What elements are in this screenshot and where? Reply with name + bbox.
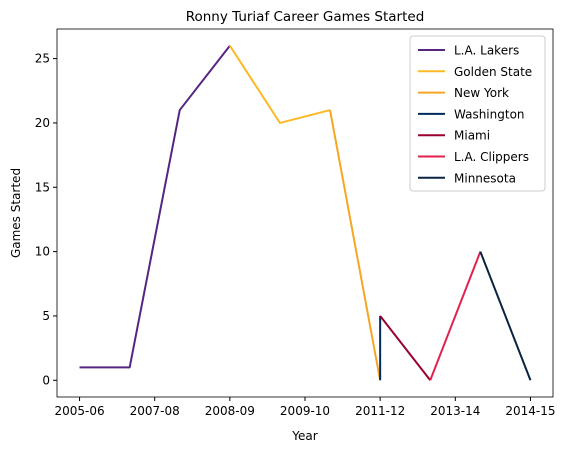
y-tick-label: 25 [35,52,50,66]
x-tick-label: 2007-08 [130,404,180,418]
legend-label: Minnesota [454,171,516,185]
y-tick-label: 20 [35,116,50,130]
y-tick-label: 10 [35,245,50,259]
x-tick-label: 2013-14 [430,404,480,418]
x-tick-label: 2005-06 [54,404,104,418]
y-tick-label: 5 [42,309,50,323]
y-tick-label: 0 [42,373,50,387]
x-tick-label: 2011-12 [355,404,405,418]
x-axis-label: Year [291,429,317,443]
legend-label: New York [454,86,509,100]
series-line [229,45,331,124]
series-line [429,251,482,381]
series-line [379,315,432,381]
x-tick-label: 2009-10 [280,404,330,418]
x-tick-label: 2014-15 [505,404,555,418]
legend-label: L.A. Clippers [454,150,529,164]
chart-title: Ronny Turiaf Career Games Started [186,9,425,25]
x-tick-label: 2008-09 [205,404,255,418]
legend-label: Washington [454,107,525,121]
legend-label: Golden State [454,65,532,79]
legend-box [409,35,546,192]
axes-frame [56,28,554,398]
y-tick-label: 15 [35,180,50,194]
series-line [479,251,532,381]
legend-label: Miami [454,129,490,143]
legend-label: L.A. Lakers [454,44,519,58]
series-line [329,109,382,381]
series-line [79,45,231,369]
y-axis-label: Games Started [9,168,23,258]
